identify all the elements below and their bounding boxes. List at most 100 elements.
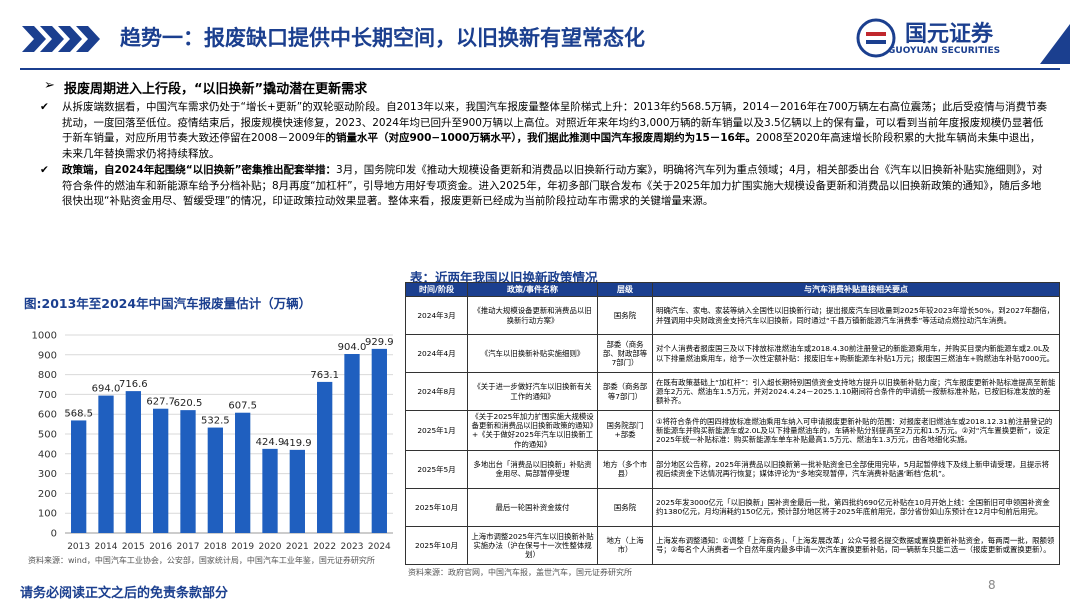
x-tick-label: 2024	[368, 542, 391, 552]
page-number: 8	[988, 578, 996, 592]
page-title: 趋势一：报废缺口提供中长期空间，以旧换新有望常态化	[120, 25, 645, 50]
bullet-text: 政策端，自2024年起围绕“以旧换新”密集推出配套举措：	[62, 164, 337, 176]
bullet-text: 3月，国务院印发《推动大规模设备更新和消费品以旧换新行动方案》，明确将汽车列为重…	[62, 164, 1043, 207]
heading-arrow: ➢	[44, 78, 55, 93]
table-cell: 国务院	[597, 296, 653, 335]
table-cell: ①将符合条件的国四排放标准燃油乘用车纳入可申请报废更新补贴的范围：对报废老旧燃油…	[652, 410, 1060, 451]
table-row: 2025年1月 《关于2025年加力扩围实施大规模设备更新和消费品以旧换新政策的通…	[405, 410, 1060, 451]
disclaimer: 请务必阅读正文之后的免责条款部分	[20, 586, 229, 601]
y-tick-label: 800	[38, 370, 57, 381]
x-tick-label: 2014	[95, 542, 118, 552]
table-cell: 对个人消费者报废国三及以下排放标准燃油车或2018.4.30前注册登记的新能源乘…	[652, 334, 1060, 373]
table-header: 时间/阶段	[405, 282, 468, 297]
table-cell: 部分地区公告称，2025年消费品以旧换新第一批补贴资金已全部使用完毕，5月起暂停…	[652, 449, 1060, 489]
bar	[344, 354, 360, 533]
table-cell: 上海市调整2025年汽车以旧换新补贴实施办法（沪在保号十一次性整体规划）	[467, 525, 598, 565]
y-tick-label: 500	[38, 430, 57, 441]
header-rule	[20, 68, 1060, 70]
value-label: 929.9	[365, 337, 394, 348]
y-tick-label: 200	[38, 489, 57, 500]
value-label: 627.7	[146, 397, 175, 408]
table-cell: 部委（商务部等7部门）	[597, 372, 653, 411]
table-row: 2025年10月 上海市调整2025年汽车以旧换新补贴实施办法（沪在保号十一次性整…	[405, 525, 1060, 565]
table-header: 与汽车消费补贴直接相关要点	[652, 282, 1060, 297]
bullet: 政策端，自2024年起围绕“以旧换新”密集推出配套举措：3月，国务院印发《推动大…	[40, 163, 1050, 210]
table-cell: 上海发布调整通知：①调整「上海商务」、「上海发展改革」公众号报名提交数据或置换更…	[652, 525, 1060, 565]
value-label: 424.9	[256, 437, 285, 448]
bullet: 从拆废端数据看，中国汽车需求仍处于“增长+更新”的双轮驱动阶段。自2013年以来…	[40, 100, 1050, 162]
value-label: 620.5	[174, 398, 203, 409]
chevrons	[22, 26, 100, 52]
table-row: 2024年3月 《推动大规模设备更新和消费品以旧换新行动方案》 国务院 明确汽车、家电…	[405, 296, 1060, 335]
value-label: 532.5	[201, 416, 230, 427]
table-header: 政策/事件名称	[467, 282, 598, 297]
table-row: 2025年5月 多地出台「消费品以旧换新」补贴资金用尽、局部暂停受理 地方（多个市县…	[405, 449, 1060, 489]
chart-source: 资料来源：wind，中国汽车工业协会，公安部，国家统计局，中国汽车工业年鉴，国元…	[28, 556, 375, 565]
y-tick-label: 1000	[32, 331, 57, 342]
y-tick-label: 900	[38, 350, 57, 361]
bar	[235, 412, 251, 533]
logo-icon	[856, 18, 896, 58]
logo-mark	[1040, 24, 1070, 64]
value-label: 694.0	[92, 384, 121, 395]
value-label: 568.5	[64, 408, 93, 419]
table-source: 资料来源：政府官网，中国汽车报，盖世汽车，国元证券研究所	[408, 568, 632, 577]
table-cell: 《关于进一步做好汽车以旧换新有关工作的通知》	[467, 372, 598, 411]
chart: 0 100 200 300 400 500 600 700 800 900 1000 2013 568.…	[32, 331, 394, 553]
table-cell: 2024年4月	[405, 334, 468, 373]
table-cell: 最后一轮国补资金拨付	[467, 487, 598, 527]
table-cell: 2025年10月	[405, 487, 468, 527]
table-row: 2024年8月 《关于进一步做好汽车以旧换新有关工作的通知》 部委（商务部等7部门）…	[405, 372, 1060, 411]
bar	[125, 391, 141, 533]
y-tick-label: 600	[38, 410, 57, 421]
y-tick-label: 0	[51, 529, 57, 540]
table-cell: 2025年10月	[405, 525, 468, 565]
table-cell: 2024年3月	[405, 296, 468, 335]
x-tick-label: 2013	[67, 542, 90, 552]
x-tick-label: 2018	[204, 542, 227, 552]
table-cell: 多地出台「消费品以旧换新」补贴资金用尽、局部暂停受理	[467, 449, 598, 489]
bullet-text: 从拆废端数据看，中国汽车需求仍处于“增长+更新”的双轮驱动阶段。自2013年以来…	[62, 101, 1048, 144]
bar	[207, 427, 223, 533]
bar	[289, 449, 305, 533]
y-tick-label: 700	[38, 390, 57, 401]
table-cell: 《关于2025年加力扩围实施大规模设备更新和消费品以旧换新政策的通知》+《关于做…	[467, 410, 598, 451]
y-tick-label: 400	[38, 449, 57, 460]
policy-table: 时间/阶段 政策/事件名称 层级 与汽车消费补贴直接相关要点 2024年3月 《推动大规模…	[405, 282, 1060, 565]
y-tick-label: 300	[38, 469, 57, 480]
x-tick-label: 2017	[177, 542, 200, 552]
value-label: 763.1	[310, 370, 339, 381]
bullet-text: 的销量水平（对应900−1000万辆水平），我们据此推测中国汽车报废周期约为15…	[325, 132, 756, 144]
bar	[153, 408, 169, 533]
table-cell: 明确汽车、家电、家装等纳入全国性以旧换新行动；提出报废汽车回收量到2025年较2…	[652, 296, 1060, 335]
table-cell: 地方（多个市县）	[597, 449, 653, 489]
y-tick-label: 100	[38, 509, 57, 520]
value-label: 607.5	[228, 401, 257, 412]
table-cell: 2024年8月	[405, 372, 468, 411]
table-cell: 《推动大规模设备更新和消费品以旧换新行动方案》	[467, 296, 598, 335]
table-cell: 在既有政策基础上“加杠杆”：引入超长期特别国债资金支持地方提升以旧换新补贴力度；…	[652, 372, 1060, 411]
bar	[371, 348, 387, 533]
table-row: 2025年10月 最后一轮国补资金拨付 国务院 2025年发3000亿元「以旧换新」国…	[405, 487, 1060, 527]
bullet-text: 2008至2020年高速增长阶段积累的大批车辆尚未集中退出，未来几年替换需求仍将…	[62, 132, 1041, 160]
table-cell: 2025年发3000亿元「以旧换新」国补资金最后一批，第四批约690亿元补贴在1…	[652, 487, 1060, 527]
x-tick-label: 2020	[259, 542, 282, 552]
x-tick-label: 2021	[286, 542, 309, 552]
logo-subtext: GUOYUAN SECURITIES	[888, 46, 1001, 56]
bar	[98, 395, 114, 533]
bullet-list: 从拆废端数据看，中国汽车需求仍处于“增长+更新”的双轮驱动阶段。自2013年以来…	[40, 100, 1050, 211]
x-tick-label: 2022	[313, 542, 336, 552]
value-label: 716.6	[119, 379, 148, 390]
table-title: 表：近两年我国以旧换新政策情况	[410, 270, 598, 285]
bar	[317, 381, 333, 533]
value-label: 904.0	[338, 342, 367, 353]
table-cell: 国务院部门+部委	[597, 410, 653, 451]
x-tick-label: 2019	[231, 542, 254, 552]
bar	[71, 420, 87, 533]
table-cell: 部委（商务部、财政部等7部门）	[597, 334, 653, 373]
x-tick-label: 2023	[341, 542, 364, 552]
chart-title: 图:2013年至2024年中国汽车报废量估计（万辆）	[24, 296, 312, 311]
value-label: 419.9	[283, 438, 312, 449]
x-tick-label: 2015	[122, 542, 145, 552]
